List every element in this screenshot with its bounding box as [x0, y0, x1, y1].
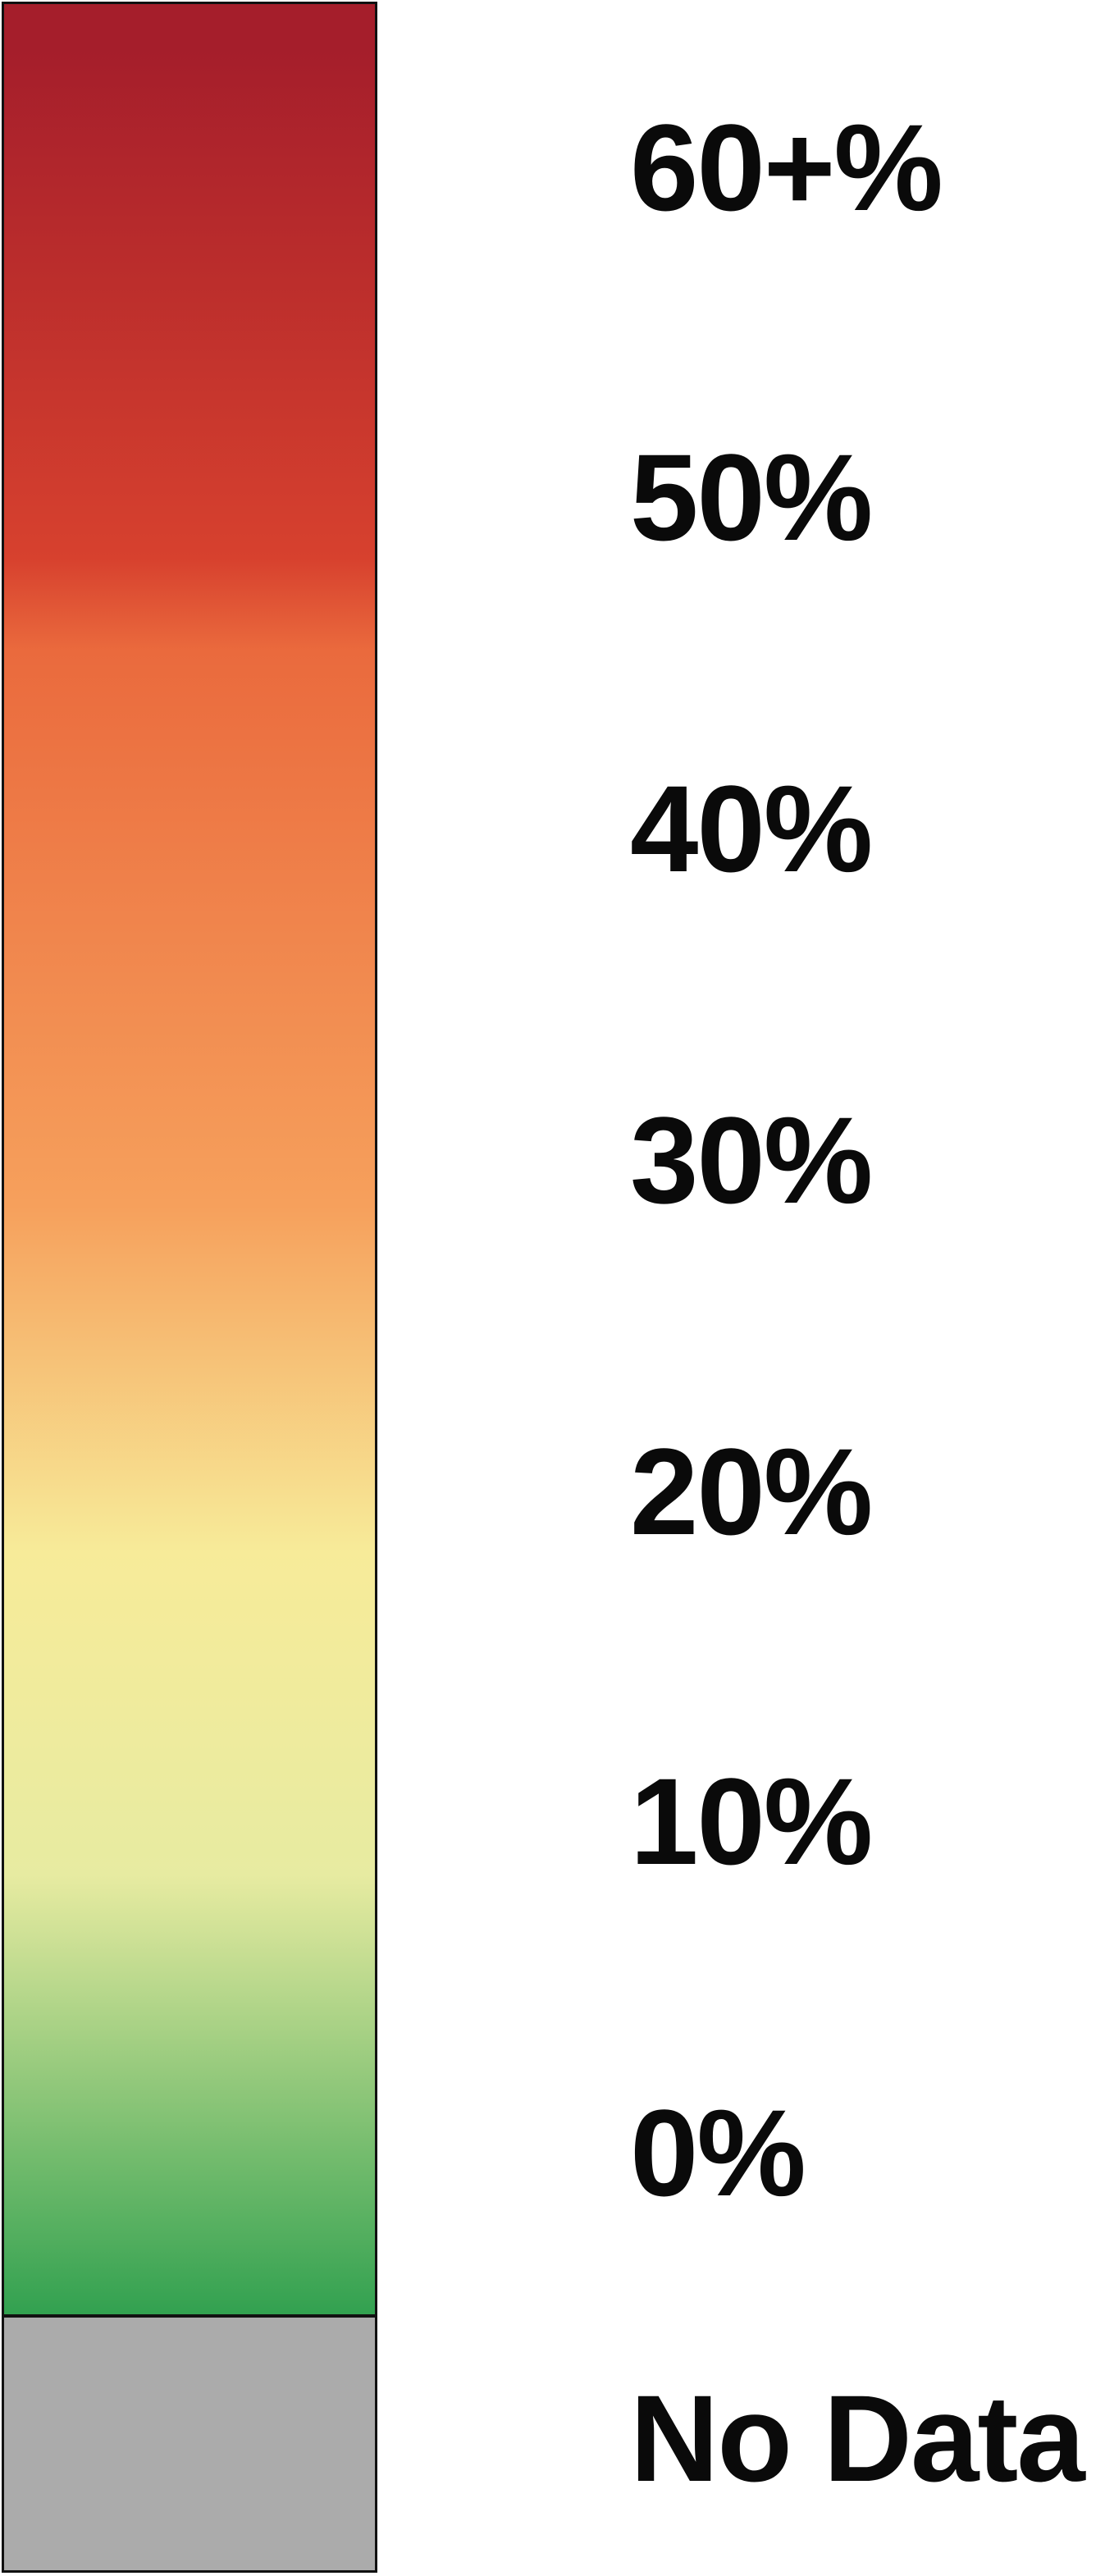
tick-label-20: 20% — [630, 1423, 873, 1560]
no-data-label: No Data — [630, 2369, 1085, 2507]
tick-label-50: 50% — [630, 428, 873, 566]
tick-label-60-plus: 60+% — [630, 98, 943, 236]
tick-label-30: 30% — [630, 1091, 873, 1229]
tick-label-0: 0% — [630, 2084, 806, 2222]
color-gradient-bar — [2, 2, 377, 2317]
tick-label-40: 40% — [630, 760, 873, 897]
no-data-swatch — [2, 2315, 377, 2573]
tick-label-10: 10% — [630, 1752, 873, 1890]
